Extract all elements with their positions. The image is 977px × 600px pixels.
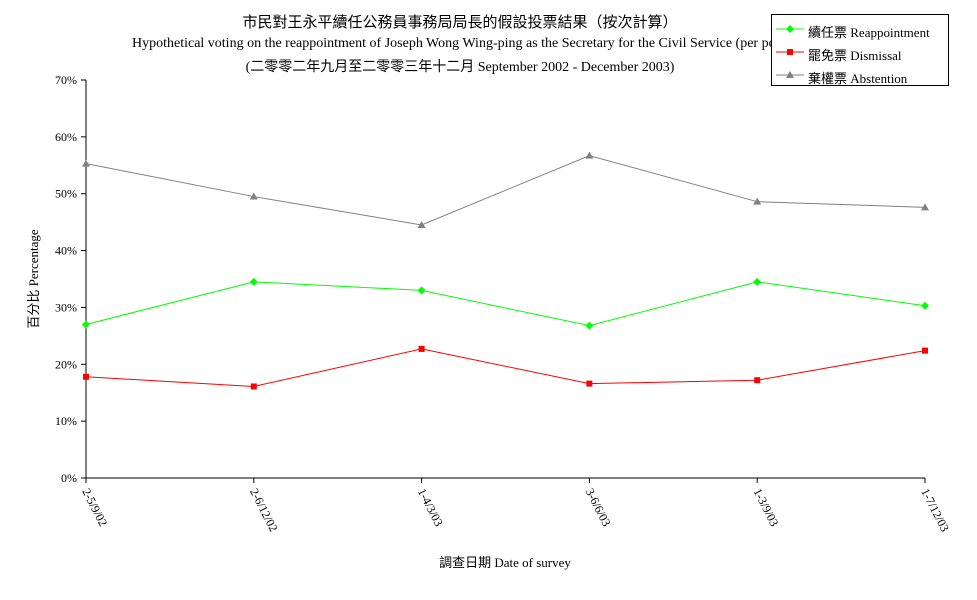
chart-subtitle-period: (二零零二年九月至二零零三年十二月 September 2002 - Decem… xyxy=(245,60,675,75)
data-point xyxy=(754,377,761,384)
data-point xyxy=(585,321,594,330)
y-tick-label: 50% xyxy=(55,187,77,201)
data-point xyxy=(418,345,425,352)
series-2 xyxy=(82,151,929,228)
chart-title: 市民對王永平續任公務員事務局局長的假設投票結果（按次計算） xyxy=(242,15,678,31)
x-tick-label: 3-6/6/03 xyxy=(583,486,614,529)
x-axis-label: 調查日期 Date of survey xyxy=(439,555,571,570)
series-1 xyxy=(83,345,928,390)
data-point xyxy=(753,277,762,286)
series-line xyxy=(85,155,926,226)
legend-marker-reappointment xyxy=(776,25,804,33)
data-point xyxy=(586,380,593,387)
data-point xyxy=(249,192,258,200)
series-layer xyxy=(82,151,929,390)
legend-label-abstention: 棄權票 Abstention xyxy=(808,71,908,86)
data-point xyxy=(83,373,89,380)
x-tick-label: 1-7/12/03 xyxy=(918,486,952,534)
y-tick-label: 60% xyxy=(55,130,77,144)
data-point xyxy=(922,347,928,354)
series-line xyxy=(85,348,926,387)
series-0 xyxy=(82,277,929,330)
data-point xyxy=(921,301,929,310)
y-tick-label: 30% xyxy=(55,300,77,314)
data-point xyxy=(417,286,426,295)
data-point xyxy=(82,320,90,329)
chart-subtitle: Hypothetical voting on the reappointment… xyxy=(131,36,789,51)
x-tick-label: 1-4/3/03 xyxy=(415,486,446,529)
data-point xyxy=(250,383,257,390)
data-point xyxy=(585,151,594,159)
legend: 續任票 Reappointment 罷免票 Dismissal 棄權票 Abst… xyxy=(771,14,949,86)
legend-item-dismissal: 罷免票 Dismissal xyxy=(772,42,948,64)
x-tick-label: 2-5/9/02 xyxy=(79,486,110,529)
y-axis-label: 百分比 Percentage xyxy=(26,229,41,329)
data-point xyxy=(417,220,426,228)
axes: 0% 10% 20% 30% 40% 50% 60% 70% 2-5/9/02 2-6/12/02… xyxy=(55,73,952,534)
legend-marker-dismissal xyxy=(776,49,804,55)
legend-label-dismissal: 罷免票 Dismissal xyxy=(808,48,902,63)
legend-item-reappointment: 續任票 Reappointment xyxy=(772,19,948,41)
y-tick-label: 70% xyxy=(55,73,77,87)
x-tick-label: 1-3/9/03 xyxy=(751,486,782,529)
data-point xyxy=(82,159,90,167)
data-point xyxy=(753,197,762,205)
legend-item-abstention: 棄權票 Abstention xyxy=(772,65,948,87)
data-point xyxy=(921,203,929,211)
y-tick-label: 0% xyxy=(61,471,77,485)
x-tick-label: 2-6/12/02 xyxy=(247,486,281,534)
y-tick-label: 10% xyxy=(55,414,77,428)
series-line xyxy=(85,281,926,327)
y-tick-label: 20% xyxy=(55,357,77,371)
data-point xyxy=(249,277,258,286)
y-tick-label: 40% xyxy=(55,244,77,258)
legend-marker-abstention xyxy=(776,71,804,78)
legend-label-reappointment: 續任票 Reappointment xyxy=(808,25,930,40)
